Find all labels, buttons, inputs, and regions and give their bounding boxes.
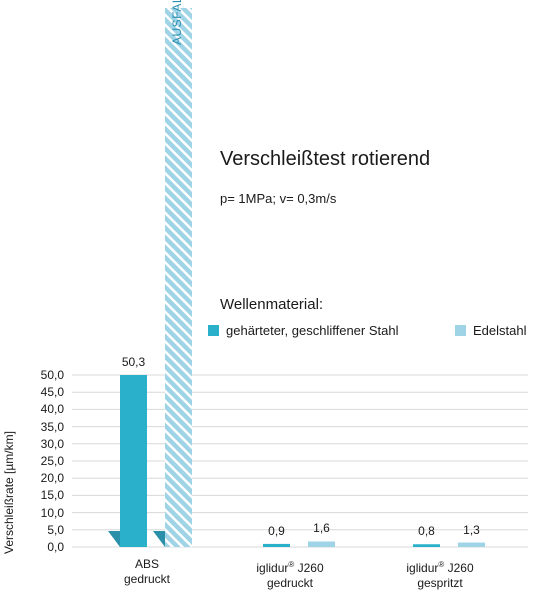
legend-label-steel: gehärteter, geschliffener Stahl [226, 323, 399, 338]
legend-title: Wellenmaterial: [220, 296, 324, 313]
bar [308, 541, 335, 547]
legend-item-steel: gehärteter, geschliffener Stahl [208, 323, 399, 338]
y-tick-label: 10,0 [40, 505, 64, 520]
y-tick-label: 25,0 [40, 454, 64, 468]
y-tick-label: 20,0 [40, 471, 64, 486]
x-category-label: iglidur® J260 gedruckt [256, 560, 324, 590]
legend-item-stainless: Edelstahl [455, 323, 526, 338]
bar [263, 543, 290, 547]
failure-label: AUSFALL [170, 0, 184, 45]
y-axis-label: Verschleißrate [µm/km] [2, 431, 16, 554]
bar [458, 542, 485, 547]
data-label: 1,6 [313, 521, 330, 536]
y-tick-label: 5,0 [47, 522, 64, 537]
legend-swatch-stainless [455, 325, 466, 336]
data-label: 1,3 [463, 522, 480, 537]
bar-marker [108, 531, 120, 547]
data-label: 0,8 [418, 524, 435, 539]
legend-swatch-steel [208, 325, 219, 336]
bar [413, 544, 440, 547]
data-label: 0,9 [268, 523, 285, 538]
x-category-label: iglidur® J260 gespritzt [406, 560, 474, 590]
legend-label-stainless: Edelstahl [473, 323, 527, 338]
y-tick-label: 30,0 [40, 436, 64, 451]
bar-marker [153, 531, 165, 547]
bar [120, 375, 147, 547]
y-tick-label: 45,0 [40, 385, 64, 400]
y-tick-label: 35,0 [40, 419, 64, 434]
data-label: 50,3 [121, 355, 146, 369]
bar-failure [165, 8, 192, 547]
y-tick-label: 15,0 [40, 488, 64, 503]
chart-subtitle: p= 1MPa; v= 0,3m/s [220, 191, 337, 206]
x-category-label: ABS gedruckt [123, 557, 171, 586]
chart-title: Verschleißtest rotierend [220, 148, 431, 170]
y-tick-label: 40,0 [40, 402, 64, 417]
y-tick-label: 0,0 [47, 540, 64, 554]
y-tick-label: 50,0 [40, 368, 64, 382]
